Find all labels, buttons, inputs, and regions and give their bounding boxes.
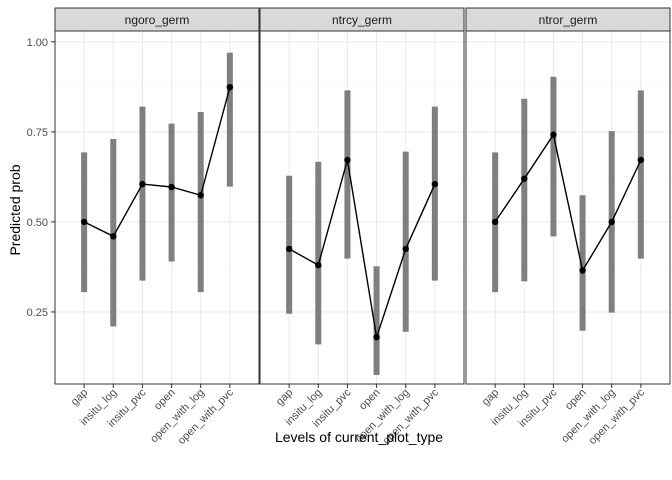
y-axis-title: Predicted prob — [7, 164, 23, 255]
data-point — [373, 333, 380, 341]
data-point — [315, 261, 322, 269]
y-axis: 0.25 0.50 0.75 1.00 — [27, 37, 55, 319]
data-point — [168, 183, 175, 191]
x-tick-label: gap — [480, 387, 501, 408]
x-tick-label: gap — [274, 387, 295, 408]
strip-label: ntror_germ — [539, 13, 598, 27]
y-tick-label: 0.25 — [27, 307, 48, 319]
data-point — [550, 131, 557, 138]
x-tick-label: open — [152, 387, 178, 413]
data-point — [110, 233, 117, 240]
data-point — [285, 245, 293, 253]
series-line — [83, 87, 231, 238]
data-point — [402, 245, 409, 253]
x-tick-label: open — [563, 387, 589, 413]
data-point — [80, 218, 88, 226]
series-line — [288, 159, 436, 338]
y-tick-label: 0.75 — [27, 127, 48, 139]
data-point — [491, 218, 499, 226]
panel-background — [55, 31, 259, 384]
panel-border — [465, 30, 671, 385]
x-tick-label: gap — [69, 387, 90, 408]
data-point — [226, 83, 234, 91]
x-axis-title: Levels of current_plot_type — [275, 429, 443, 445]
data-point — [431, 180, 439, 188]
strip-label: ngoro_germ — [125, 13, 190, 27]
y-tick-label: 1.00 — [27, 37, 48, 49]
data-point — [608, 218, 615, 226]
data-point — [197, 192, 204, 199]
strip-label: ntrcy_germ — [332, 13, 392, 27]
panel-background — [466, 31, 670, 384]
y-tick-label: 0.50 — [27, 217, 48, 229]
data-point — [521, 175, 528, 182]
data-point — [139, 180, 146, 188]
panel-background — [260, 31, 464, 384]
data-point — [344, 156, 351, 164]
series-line — [494, 132, 642, 273]
data-point — [579, 267, 586, 274]
data-point — [637, 156, 645, 164]
panel-border — [54, 30, 260, 385]
panel-border — [259, 30, 465, 385]
x-tick-label: open — [357, 387, 383, 413]
